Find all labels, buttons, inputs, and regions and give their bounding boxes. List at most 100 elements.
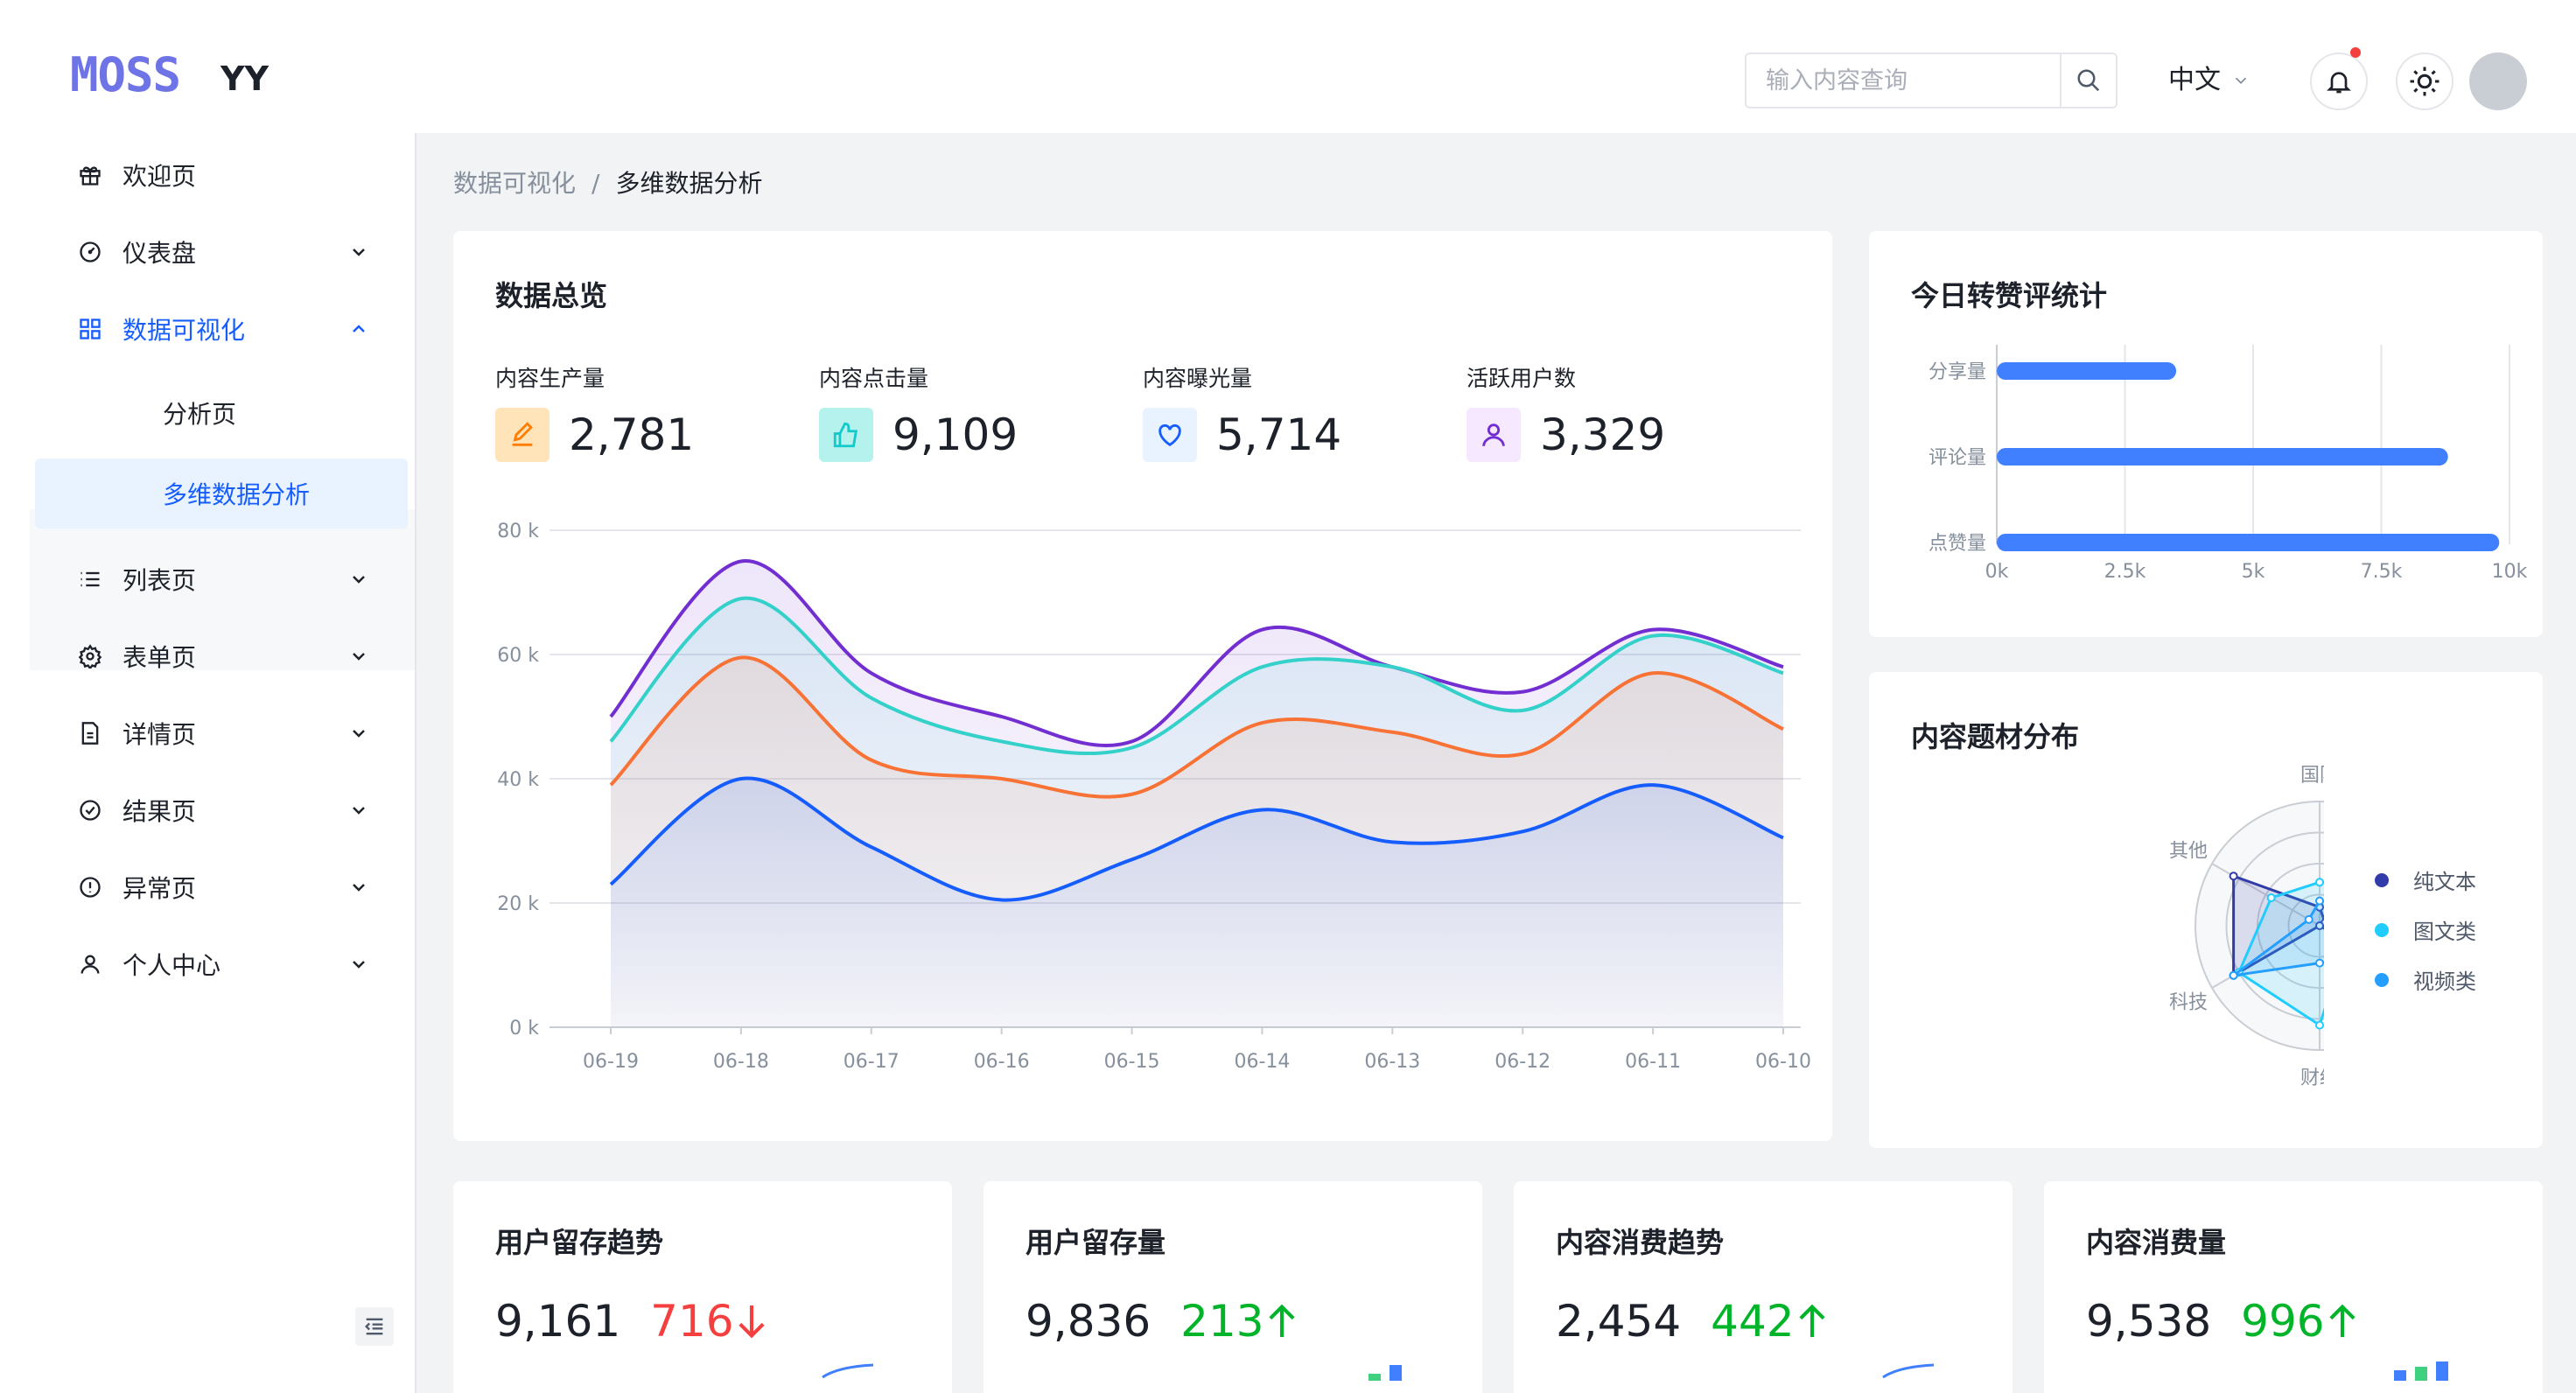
stat-label: 内容生产量	[495, 366, 606, 391]
x-tick-label: 06-18	[713, 1051, 769, 1073]
theme-toggle-button[interactable]	[2396, 52, 2454, 110]
overview-title: 数据总览	[495, 279, 608, 312]
mini-card-value: 2,454	[1556, 1296, 1682, 1347]
x-tick-label: 0k	[1985, 561, 2009, 583]
notification-button[interactable]	[2310, 52, 2368, 110]
content-topic-card: 内容题材分布 国际娱乐体育财经科技其他 纯文本 图文类 视频类	[1869, 672, 2543, 1148]
sidebar-item-detail[interactable]: 详情页	[35, 698, 402, 768]
top-navbar: MOSS YY 中文	[0, 0, 2576, 133]
notification-dot	[2350, 47, 2361, 58]
stat-label: 内容曝光量	[1143, 366, 1253, 391]
mini-card-consumption-trend: 内容消费趋势 2,454 442	[1514, 1181, 2012, 1393]
sidebar-item-label: 详情页	[122, 720, 197, 749]
x-tick-label: 10k	[2492, 561, 2528, 583]
sidebar-item-profile[interactable]: 个人中心	[35, 929, 402, 999]
sidebar-item-label: 结果页	[122, 797, 197, 826]
arrow-up-icon	[2328, 1304, 2356, 1338]
series-line	[609, 559, 1784, 747]
language-label: 中文	[2168, 65, 2221, 95]
arrow-down-icon	[738, 1305, 765, 1339]
chevron-down-icon	[346, 875, 371, 900]
bar	[1997, 534, 2500, 551]
sidebar-item-exception[interactable]: 异常页	[35, 852, 402, 922]
chevron-down-icon	[346, 240, 371, 264]
search-button[interactable]	[2060, 54, 2116, 107]
x-tick-label: 06-12	[1494, 1051, 1550, 1073]
language-select[interactable]: 中文	[2168, 63, 2250, 98]
mini-bar	[1390, 1365, 1402, 1381]
radar-point	[2315, 896, 2324, 906]
sidebar-subitem-analysis[interactable]: 分析页	[163, 400, 237, 429]
x-tick-label: 06-15	[1104, 1051, 1160, 1073]
chevron-up-icon	[346, 317, 371, 341]
apps-icon	[77, 316, 103, 342]
user-avatar[interactable]	[2469, 52, 2527, 110]
bell-icon	[2327, 72, 2351, 94]
mini-card-value: 9,161	[495, 1296, 621, 1347]
mini-card-consumption-volume: 内容消费量 9,538 996	[2044, 1181, 2543, 1393]
exclamation-circle-icon	[77, 874, 103, 900]
x-tick-label: 06-10	[1755, 1051, 1811, 1073]
sidebar-item-result[interactable]: 结果页	[35, 775, 402, 845]
interaction-stats-card: 今日转赞评统计 0k 2.5k 5k 7.5k 10k 分享量 评论量 点赞量	[1869, 231, 2543, 637]
search-icon	[2077, 69, 2100, 92]
chevron-down-icon	[2235, 77, 2247, 85]
menu-collapse-button[interactable]	[355, 1307, 394, 1346]
sidebar-item-label: 个人中心	[122, 951, 221, 980]
x-tick-label: 06-19	[583, 1051, 639, 1073]
sidebar-item-welcome[interactable]: 欢迎页	[35, 140, 402, 210]
chevron-down-icon	[346, 721, 371, 746]
y-tick-label: 点赞量	[1928, 533, 1986, 555]
check-circle-icon	[77, 797, 103, 823]
x-tick-label: 2.5k	[2104, 561, 2146, 583]
sidebar-item-label: 列表页	[122, 566, 197, 595]
arrow-up-icon	[1268, 1304, 1295, 1338]
sidebar-subitem-multi-dimension[interactable]: 多维数据分析	[35, 458, 408, 528]
x-tick-label: 5k	[2242, 561, 2265, 583]
legend-item[interactable]: 视频类	[2375, 964, 2476, 995]
radar-legend: 纯文本 图文类 视频类	[2375, 864, 2476, 1014]
legend-item[interactable]: 纯文本	[2375, 864, 2476, 895]
x-tick-label: 06-17	[844, 1051, 900, 1073]
stat-value: 2,781	[569, 410, 695, 460]
series-area	[611, 778, 1783, 1027]
mini-bar	[2394, 1370, 2406, 1381]
chevron-down-icon	[346, 644, 371, 668]
search-input[interactable]	[1746, 54, 2060, 107]
legend-item[interactable]: 图文类	[2375, 914, 2476, 945]
y-tick-label: 20 k	[497, 893, 539, 915]
sidebar-item-dashboard[interactable]: 仪表盘	[35, 217, 402, 287]
mini-bar	[2415, 1367, 2427, 1381]
sidebar-item-label: 欢迎页	[122, 162, 197, 191]
chevron-down-icon	[346, 798, 371, 822]
stat-value: 3,329	[1540, 410, 1666, 460]
search-box	[1745, 52, 2118, 108]
sidebar-item-label: 数据可视化	[122, 316, 246, 345]
x-tick-label: 06-14	[1234, 1051, 1290, 1073]
y-tick-label: 评论量	[1928, 447, 1986, 469]
radar-point	[2315, 1020, 2324, 1030]
series-line	[609, 776, 1784, 902]
x-tick-label: 06-11	[1625, 1051, 1681, 1073]
username: YY	[220, 60, 270, 98]
sidebar-item-label: 仪表盘	[122, 239, 197, 268]
sidebar-item-label: 表单页	[122, 643, 197, 672]
user-icon	[1466, 408, 1521, 462]
sidebar-item-form[interactable]: 表单页	[35, 621, 402, 691]
sidebar-item-list[interactable]: 列表页	[35, 544, 402, 614]
breadcrumb-parent[interactable]: 数据可视化	[453, 169, 577, 198]
mini-sparkline	[822, 1363, 874, 1379]
sidebar-item-data-visualization[interactable]: 数据可视化	[35, 294, 402, 364]
overview-card: 数据总览 内容生产量 2,781 内容点击量 9,109 内容曝光量 5,714…	[453, 231, 1832, 1141]
submenu-panel	[30, 509, 415, 670]
stat-content-exposure: 内容曝光量 5,714	[1143, 364, 1341, 462]
app-logo[interactable]: MOSS	[70, 47, 181, 102]
mini-card-delta: 716	[650, 1293, 768, 1349]
stat-content-clicks: 内容点击量 9,109	[819, 364, 1018, 462]
stat-value: 9,109	[892, 410, 1018, 460]
breadcrumb-separator: /	[592, 169, 600, 198]
interaction-stats-title: 今日转赞评统计	[1911, 279, 2108, 312]
mini-card-delta: 213	[1180, 1293, 1298, 1349]
breadcrumb-current: 多维数据分析	[615, 169, 763, 198]
